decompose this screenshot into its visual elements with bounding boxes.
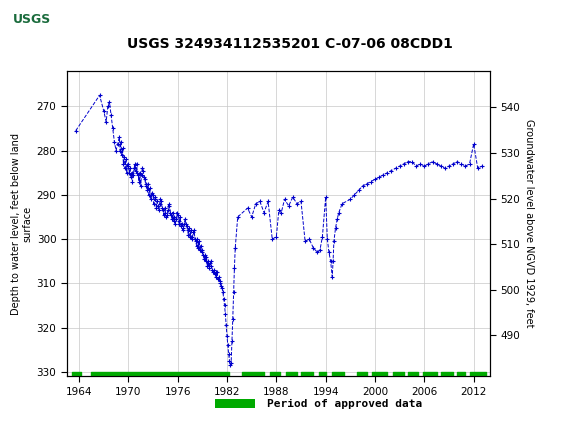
Text: ≈USGS: ≈USGS xyxy=(7,12,61,26)
Y-axis label: Groundwater level above NGVD 1929, feet: Groundwater level above NGVD 1929, feet xyxy=(524,120,534,328)
Text: USGS 324934112535201 C-07-06 08CDD1: USGS 324934112535201 C-07-06 08CDD1 xyxy=(127,37,453,51)
Y-axis label: Depth to water level, feet below land
surface: Depth to water level, feet below land su… xyxy=(11,132,32,315)
Text: Period of approved data: Period of approved data xyxy=(267,399,422,408)
Text: USGS: USGS xyxy=(13,13,51,26)
Bar xyxy=(3,3,78,37)
Bar xyxy=(215,399,255,408)
